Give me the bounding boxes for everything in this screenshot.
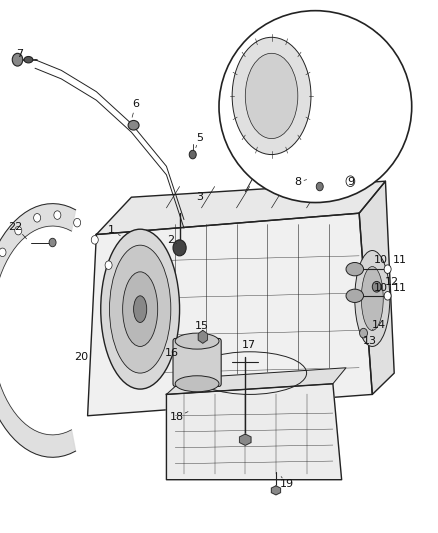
Polygon shape [198,330,207,343]
Text: 5: 5 [196,133,203,142]
Ellipse shape [24,56,33,63]
Text: 19: 19 [280,479,294,489]
Text: 17: 17 [242,341,256,350]
Text: 20: 20 [74,352,88,362]
Circle shape [54,211,61,220]
Ellipse shape [128,120,139,130]
Text: 10: 10 [374,283,388,293]
Circle shape [49,238,56,247]
Polygon shape [166,384,342,480]
Polygon shape [166,368,346,394]
Text: 6: 6 [132,99,139,109]
Circle shape [15,227,22,235]
Polygon shape [0,204,76,457]
Text: 1: 1 [108,225,115,235]
Circle shape [384,292,391,300]
Ellipse shape [232,37,311,155]
Text: 10: 10 [374,255,388,265]
Circle shape [173,240,186,256]
Text: 12: 12 [385,278,399,287]
FancyBboxPatch shape [173,338,221,386]
Ellipse shape [219,11,412,203]
Ellipse shape [175,333,219,349]
Ellipse shape [110,245,171,373]
Circle shape [372,281,381,292]
Text: 22: 22 [8,222,22,231]
Polygon shape [359,181,394,394]
Text: 3: 3 [197,192,204,202]
Text: 18: 18 [170,412,184,422]
Ellipse shape [346,289,364,303]
Circle shape [91,236,98,244]
Polygon shape [96,181,385,235]
Polygon shape [272,486,280,495]
Text: 2: 2 [167,235,174,245]
Circle shape [346,176,355,187]
Text: 14: 14 [372,320,386,330]
Circle shape [34,214,41,222]
Ellipse shape [123,272,158,346]
Circle shape [12,53,23,66]
Ellipse shape [346,263,364,276]
Text: 9: 9 [347,177,354,187]
Circle shape [189,150,196,159]
Ellipse shape [134,296,147,322]
Text: 11: 11 [392,283,406,293]
Ellipse shape [101,229,180,389]
Circle shape [74,219,81,227]
Text: 15: 15 [194,321,208,331]
Ellipse shape [175,376,219,392]
Ellipse shape [361,266,383,330]
Circle shape [105,261,112,269]
Polygon shape [240,434,251,446]
Text: 13: 13 [363,336,377,346]
Circle shape [360,328,367,338]
Circle shape [0,248,6,256]
Circle shape [384,265,391,273]
Text: 11: 11 [392,255,406,265]
Circle shape [316,182,323,191]
Ellipse shape [355,251,390,346]
Text: 16: 16 [165,348,179,358]
Text: 8: 8 [294,177,301,187]
Polygon shape [88,213,372,416]
Text: 7: 7 [16,50,23,59]
Ellipse shape [245,53,298,139]
